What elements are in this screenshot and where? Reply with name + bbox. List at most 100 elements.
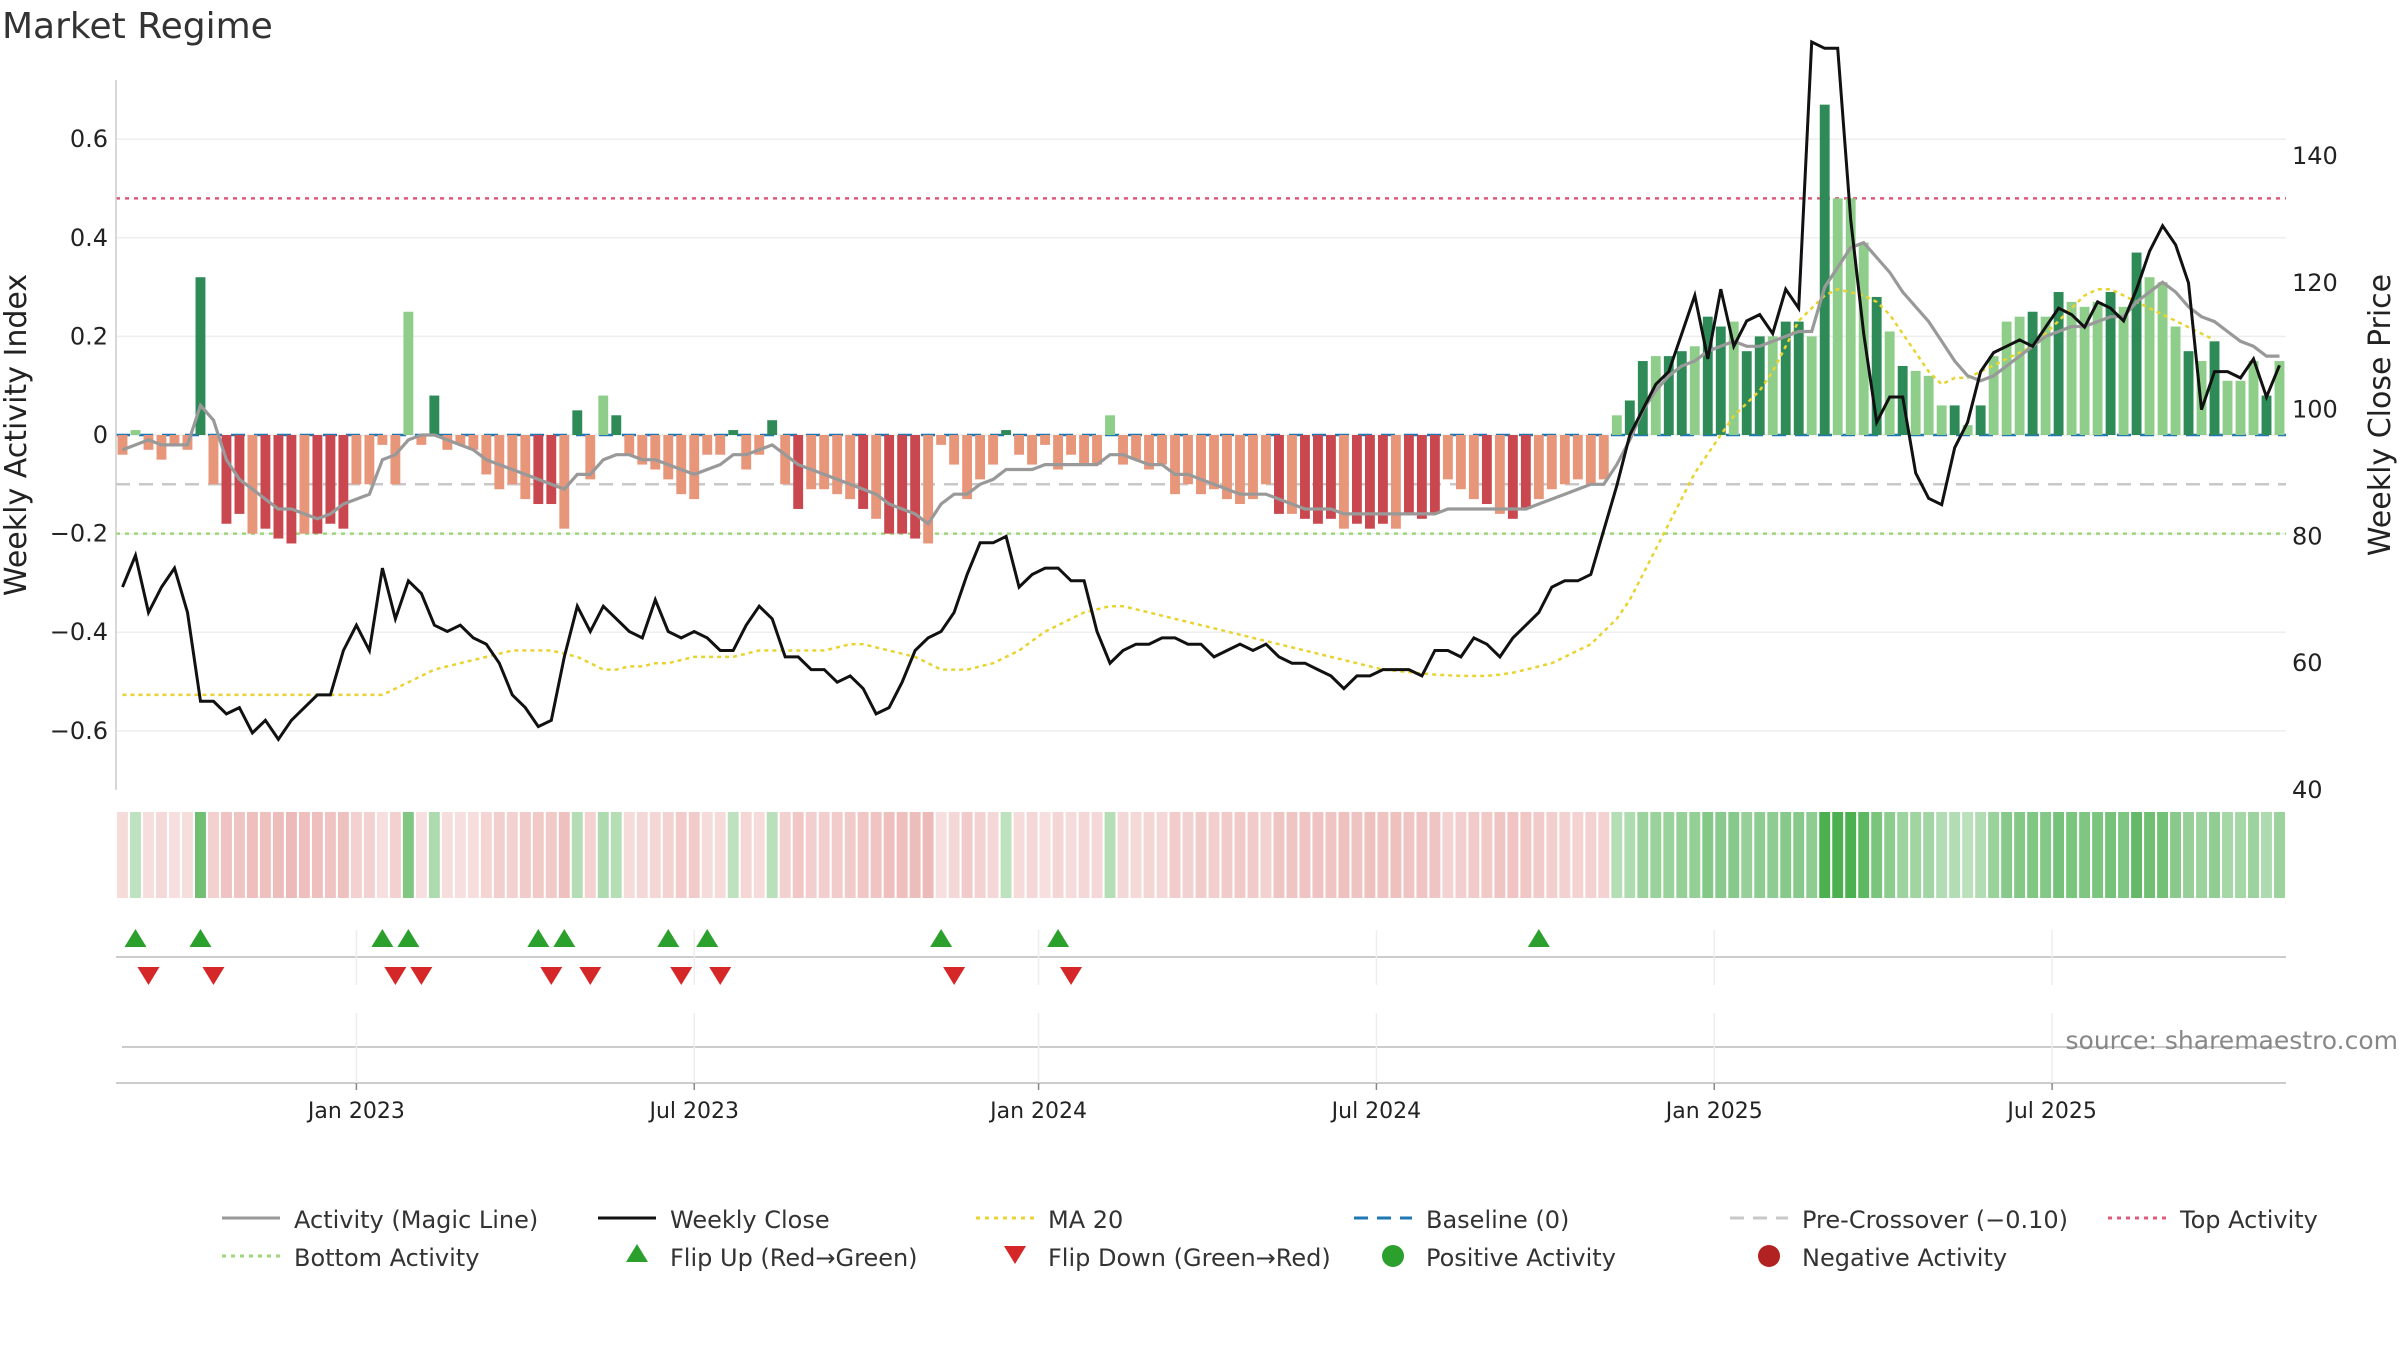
legend-item: Weekly Close [598, 1206, 830, 1234]
regime-cell [1715, 812, 1727, 898]
regime-cell [2209, 812, 2220, 898]
regime-cell [298, 812, 310, 898]
regime-cell [584, 812, 596, 898]
regime-cell [1728, 812, 1740, 898]
regime-cell [143, 812, 154, 898]
activity-bar [559, 435, 570, 529]
activity-bar [741, 435, 752, 470]
regime-cell [1689, 812, 1701, 898]
activity-bar [1053, 435, 1064, 470]
activity-bar [2092, 301, 2103, 435]
regime-cell [1390, 812, 1402, 898]
activity-bar [1728, 321, 1739, 435]
regime-cell [207, 812, 219, 898]
activity-bar [260, 435, 271, 529]
legend-item: Activity (Magic Line) [222, 1206, 538, 1234]
activity-bar [845, 435, 856, 500]
regime-cell [1429, 812, 1441, 898]
legend-label: Flip Down (Green→Red) [1048, 1244, 1331, 1272]
regime-cell [818, 812, 830, 898]
regime-cell [1416, 812, 1428, 898]
regime-cell [2040, 812, 2052, 898]
regime-cell [233, 812, 245, 898]
regime-cell [1312, 812, 1324, 898]
activity-bar [1170, 435, 1180, 495]
regime-cell [428, 812, 440, 898]
activity-bar [1546, 435, 1557, 490]
activity-bar [221, 435, 232, 524]
activity-bar [403, 311, 414, 435]
activity-bar [689, 435, 700, 500]
activity-bar [2131, 252, 2142, 435]
activity-bar [1481, 435, 1492, 505]
regime-cell [246, 812, 258, 898]
regime-cell [662, 812, 674, 898]
activity-bar [2066, 301, 2077, 435]
activity-bar [1507, 435, 1518, 519]
activity-bar [2105, 292, 2116, 435]
activity-bar [117, 435, 128, 455]
ma20-line [122, 287, 2216, 697]
activity-bar [1313, 435, 1323, 524]
regime-cell [2118, 812, 2130, 898]
regime-cell [1494, 812, 1506, 898]
regime-cell [545, 812, 557, 898]
activity-bar [1014, 435, 1025, 455]
regime-cell [636, 812, 648, 898]
regime-cell [402, 812, 414, 898]
activity-bar [1494, 435, 1505, 514]
flip-down-marker [384, 967, 407, 985]
regime-cell [1559, 812, 1571, 898]
regime-cell [1884, 812, 1896, 898]
activity-bar [988, 435, 999, 465]
regime-cell [1104, 812, 1116, 898]
y2-tick-label: 140 [2292, 142, 2338, 170]
activity-bar [1780, 321, 1791, 435]
activity-bar [806, 435, 817, 490]
flip-down-marker [137, 967, 160, 985]
activity-bar [247, 435, 258, 534]
regime-cell [130, 812, 141, 898]
activity-bar [1066, 435, 1076, 455]
regime-cell [1234, 812, 1246, 898]
regime-cell [532, 812, 544, 898]
activity-bar [1364, 435, 1375, 529]
activity-bar [1845, 198, 1856, 435]
x-tick-label: Jul 2024 [1330, 1099, 1422, 1124]
activity-bar [2222, 380, 2233, 435]
regime-cell [1065, 812, 1077, 898]
activity-bar [299, 435, 310, 534]
activity-bar [546, 435, 557, 505]
activity-bar [1871, 296, 1882, 435]
activity-bar [1754, 336, 1765, 435]
regime-cell [480, 812, 492, 898]
regime-cell [1520, 812, 1532, 898]
activity-bar [2118, 306, 2129, 435]
y-tick-label: −0.2 [50, 520, 108, 548]
activity-bar [1741, 351, 1752, 435]
regime-cell [922, 812, 934, 898]
regime-cell [156, 812, 167, 898]
activity-bar [1079, 435, 1089, 465]
legend-label: MA 20 [1048, 1206, 1123, 1234]
regime-cell [558, 812, 570, 898]
regime-cell [1325, 812, 1337, 898]
regime-cell [324, 812, 336, 898]
regime-cell [519, 812, 531, 898]
activity-bar [2261, 395, 2272, 435]
activity-bar [2040, 316, 2051, 435]
regime-cell [740, 812, 752, 898]
activity-bar [2157, 282, 2168, 435]
regime-cell [1260, 812, 1272, 898]
legend-label: Top Activity [2179, 1206, 2318, 1234]
flip-up-marker [930, 929, 953, 947]
activity-bar [1287, 435, 1297, 514]
activity-bar [1884, 331, 1895, 435]
activity-bar [663, 435, 674, 480]
flip-up-marker [696, 929, 719, 947]
flip-down-marker [670, 967, 693, 985]
y-tick-label: 0.4 [70, 224, 108, 252]
regime-cell [1247, 812, 1259, 898]
flip-down-marker [1060, 967, 1083, 985]
y2-tick-label: 40 [2292, 776, 2323, 804]
